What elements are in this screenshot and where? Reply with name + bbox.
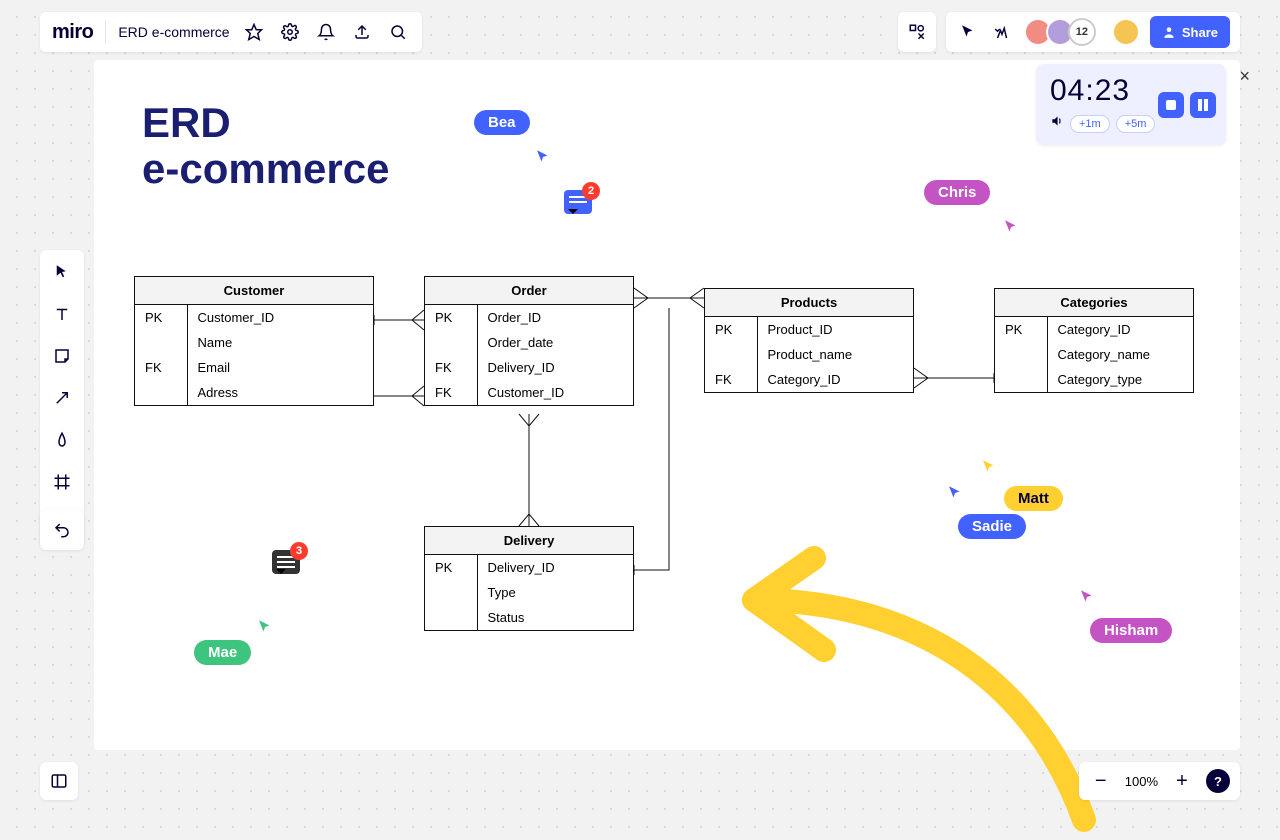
- user-label-matt: Matt: [1004, 486, 1063, 511]
- entity-field: Category_ID: [757, 367, 913, 392]
- entity-key: FK: [425, 355, 477, 380]
- pen-tool-icon[interactable]: [48, 426, 76, 454]
- zoom-level: 100%: [1125, 774, 1158, 789]
- settings-icon[interactable]: [278, 20, 302, 44]
- arrow-tool-icon[interactable]: [48, 384, 76, 412]
- sticky-tool-icon[interactable]: [48, 342, 76, 370]
- entity-field: Category_type: [1047, 367, 1193, 392]
- current-user-avatar[interactable]: [1112, 18, 1140, 46]
- entity-title: Products: [705, 289, 913, 317]
- entity-title: Order: [425, 277, 633, 305]
- board-title[interactable]: ERD e-commerce: [118, 24, 229, 40]
- zoom-in-button[interactable]: +: [1170, 769, 1194, 793]
- entity-field: Product_name: [757, 342, 913, 367]
- entity-key: [425, 330, 477, 355]
- entity-field: Order_ID: [477, 305, 633, 330]
- close-icon[interactable]: ×: [1239, 66, 1250, 87]
- comment-badge: 2: [582, 182, 600, 200]
- entity-key: PK: [995, 317, 1047, 342]
- share-button[interactable]: Share: [1150, 16, 1230, 48]
- entity-key: FK: [135, 355, 187, 380]
- entity-field: Delivery_ID: [477, 355, 633, 380]
- cursor-mode-icon[interactable]: [956, 20, 980, 44]
- entity-categories[interactable]: CategoriesPKCategory_IDCategory_nameCate…: [994, 288, 1194, 393]
- entity-key: [135, 330, 187, 355]
- star-icon[interactable]: [242, 20, 266, 44]
- entity-field: Status: [477, 605, 633, 630]
- entity-field: Product_ID: [757, 317, 913, 342]
- entity-field: Category_ID: [1047, 317, 1193, 342]
- entity-field: Customer_ID: [187, 305, 373, 330]
- entity-key: [135, 380, 187, 405]
- entity-key: [425, 580, 477, 605]
- pause-timer-button[interactable]: [1190, 92, 1216, 118]
- reactions-icon[interactable]: [990, 20, 1014, 44]
- entity-key: PK: [425, 305, 477, 330]
- user-label-bea: Bea: [474, 110, 530, 135]
- add-1m-chip[interactable]: +1m: [1070, 115, 1110, 133]
- entity-field: Customer_ID: [477, 380, 633, 405]
- board-canvas[interactable]: ERD e-commerce: [94, 60, 1240, 750]
- export-icon[interactable]: [350, 20, 374, 44]
- entity-key: [425, 605, 477, 630]
- user-label-mae: Mae: [194, 640, 251, 665]
- search-icon[interactable]: [386, 20, 410, 44]
- select-tool-icon[interactable]: [48, 258, 76, 286]
- help-button[interactable]: ?: [1206, 769, 1230, 793]
- user-cursor-mae: [256, 618, 274, 641]
- entity-field: Type: [477, 580, 633, 605]
- comment-icon[interactable]: 3: [272, 550, 300, 574]
- drawn-arrow: [674, 540, 1114, 820]
- entity-field: Adress: [187, 380, 373, 405]
- entity-products[interactable]: ProductsPKProduct_IDProduct_nameFKCatego…: [704, 288, 914, 393]
- apps-button[interactable]: [898, 12, 936, 52]
- bell-icon[interactable]: [314, 20, 338, 44]
- entity-key: PK: [705, 317, 757, 342]
- entity-field: Name: [187, 330, 373, 355]
- entity-order[interactable]: OrderPKOrder_IDOrder_dateFKDelivery_IDFK…: [424, 276, 634, 406]
- user-cursor-matt: [980, 458, 998, 481]
- user-label-hisham: Hisham: [1090, 618, 1172, 643]
- user-label-chris: Chris: [924, 180, 990, 205]
- entity-key: [705, 342, 757, 367]
- entity-key: FK: [705, 367, 757, 392]
- entity-delivery[interactable]: DeliveryPKDelivery_IDTypeStatus: [424, 526, 634, 631]
- entity-key: [995, 342, 1047, 367]
- entity-key: PK: [425, 555, 477, 580]
- undo-button[interactable]: [40, 510, 84, 550]
- add-5m-chip[interactable]: +5m: [1116, 115, 1156, 133]
- comment-icon[interactable]: 2: [564, 190, 592, 214]
- user-cursor-hisham: [1078, 588, 1096, 611]
- entity-title: Delivery: [425, 527, 633, 555]
- entity-field: Delivery_ID: [477, 555, 633, 580]
- entity-key: PK: [135, 305, 187, 330]
- user-cursor-bea: [534, 148, 552, 171]
- user-label-sadie: Sadie: [958, 514, 1026, 539]
- tool-palette: [40, 250, 84, 546]
- entity-title: Customer: [135, 277, 373, 305]
- text-tool-icon[interactable]: [48, 300, 76, 328]
- entity-title: Categories: [995, 289, 1193, 317]
- timer-widget: × 04:23 +1m +5m: [1036, 64, 1226, 145]
- entity-field: Email: [187, 355, 373, 380]
- collaborator-avatars[interactable]: 12: [1024, 18, 1096, 46]
- volume-icon[interactable]: [1050, 114, 1064, 133]
- brand-logo: miro: [52, 21, 93, 44]
- stop-timer-button[interactable]: [1158, 92, 1184, 118]
- entity-key: [995, 367, 1047, 392]
- entity-customer[interactable]: CustomerPKCustomer_IDNameFKEmailAdress: [134, 276, 374, 406]
- entity-key: FK: [425, 380, 477, 405]
- user-cursor-chris: [1002, 218, 1020, 241]
- frame-tool-icon[interactable]: [48, 468, 76, 496]
- entity-field: Category_name: [1047, 342, 1193, 367]
- user-cursor-sadie: [946, 484, 964, 507]
- panel-toggle-button[interactable]: [40, 762, 78, 800]
- entity-field: Order_date: [477, 330, 633, 355]
- comment-badge: 3: [290, 542, 308, 560]
- zoom-out-button[interactable]: −: [1089, 769, 1113, 793]
